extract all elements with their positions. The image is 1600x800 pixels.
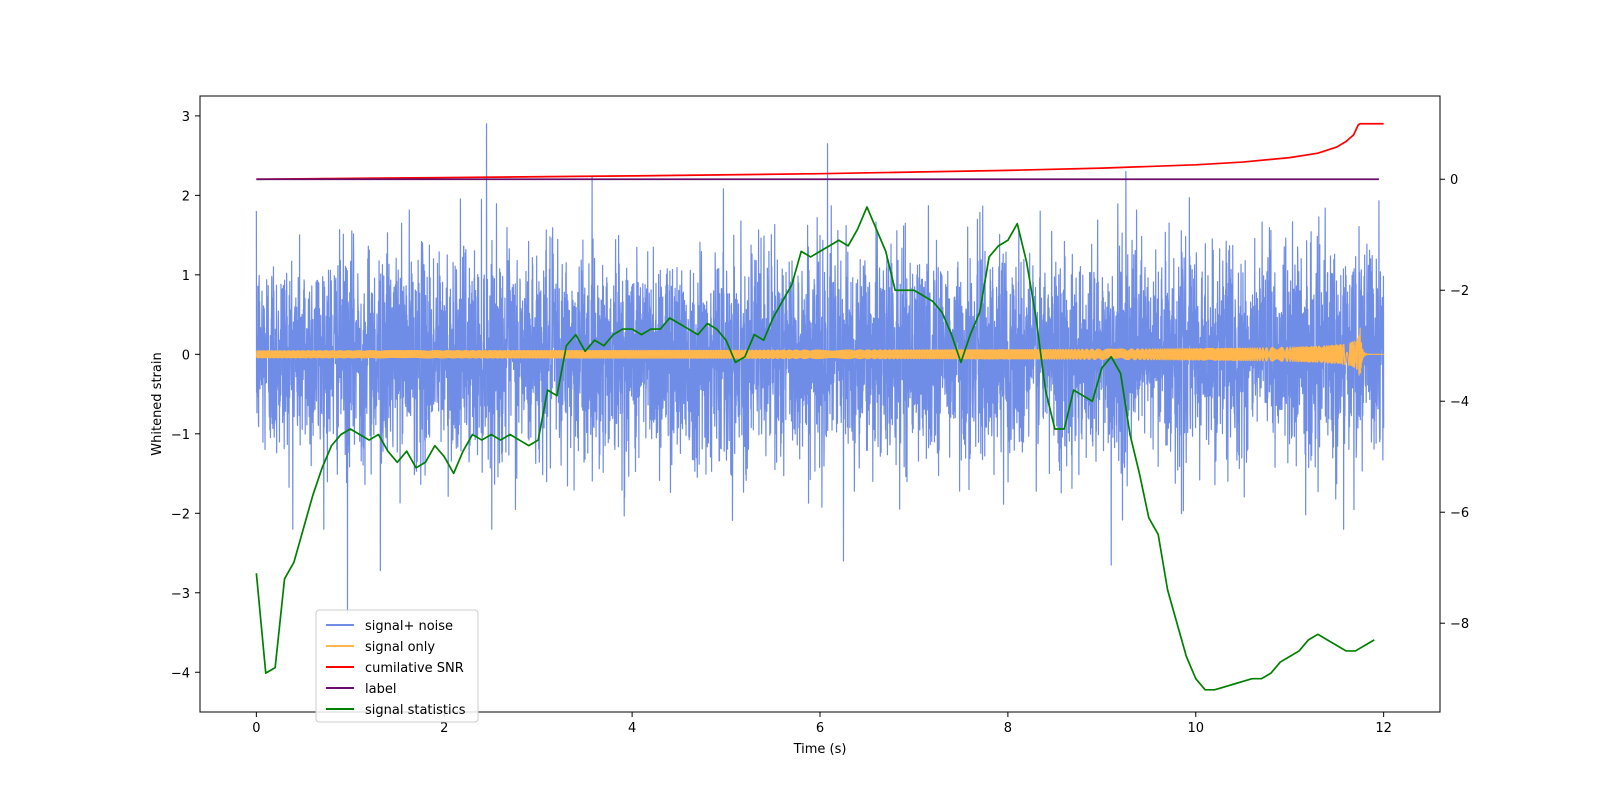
y-axis-left: −4 −3 −2 −1 0 1 2 3	[171, 110, 200, 681]
legend-entry-label: signal+ noise	[365, 619, 453, 634]
y2-tick-label: −4	[1450, 395, 1469, 410]
y2-tick-label: −2	[1450, 284, 1469, 299]
y-axis-right: −8 −6 −4 −2 0	[1440, 173, 1469, 632]
legend-entry-label: signal statistics	[365, 703, 466, 718]
series-line-cumilative-snr	[256, 122, 1384, 181]
series-layer	[255, 122, 1385, 691]
x-tick-label: 4	[628, 721, 636, 736]
y-tick-label: 1	[182, 269, 190, 284]
series-line-signal-only	[255, 327, 1385, 376]
x-tick-label: 0	[252, 721, 260, 736]
x-tick-label: 8	[1004, 721, 1012, 736]
x-tick-label: 10	[1187, 721, 1204, 736]
y-tick-label: −4	[171, 666, 190, 681]
y2-tick-label: −8	[1450, 617, 1469, 632]
y-tick-label: 2	[182, 189, 190, 204]
x-tick-label: 2	[440, 721, 448, 736]
y-tick-label: −2	[171, 507, 190, 522]
series-line-signal-noise	[255, 123, 1385, 614]
x-axis-label: Time (s)	[793, 742, 847, 757]
y-tick-label: −1	[171, 428, 190, 443]
y-axis-label: Whitened strain	[150, 352, 165, 455]
legend: signal+ noise signal only cumilative SNR la…	[315, 609, 479, 723]
legend-box	[315, 609, 479, 723]
series-line-signal-statistics	[255, 206, 1375, 691]
x-tick-label: 6	[816, 721, 824, 736]
legend-entry-label: cumilative SNR	[365, 661, 464, 676]
y2-tick-label: −6	[1450, 506, 1469, 521]
y-tick-label: 3	[182, 110, 190, 125]
y-tick-label: 0	[182, 348, 190, 363]
legend-entry-label: label	[365, 682, 396, 697]
legend-entry-label: signal only	[365, 640, 435, 655]
y-tick-label: −3	[171, 587, 190, 602]
y2-tick-label: 0	[1450, 173, 1458, 188]
x-tick-label: 12	[1375, 721, 1392, 736]
